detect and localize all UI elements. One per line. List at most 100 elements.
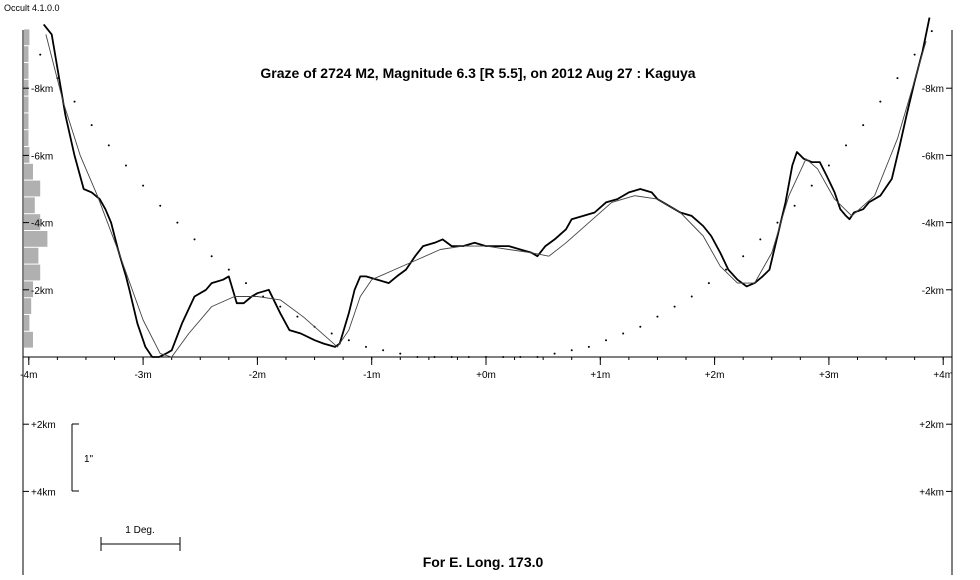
limit-dot [485, 356, 487, 358]
histogram-bar [24, 315, 30, 331]
y-tick-label-left: -2km [31, 286, 53, 297]
x-tick-label: +4m [933, 370, 953, 381]
footer-longitude: For E. Long. 173.0 [423, 554, 544, 570]
limb-profile-line [42, 17, 931, 358]
vertical-scale-label: 1" [84, 454, 94, 465]
limit-dot [159, 204, 162, 207]
x-tick-label: +0m [476, 370, 496, 381]
histogram-bar [24, 130, 29, 146]
limit-dot [913, 53, 916, 56]
x-tick-label: -1m [363, 370, 380, 381]
y-tick-label-right: -6km [922, 151, 944, 162]
limb-histogram [24, 29, 48, 348]
limit-dot [399, 352, 402, 355]
limit-dot [124, 164, 127, 167]
histogram-bar [24, 29, 30, 46]
chart-title: Graze of 2724 M2, Magnitude 6.3 [R 5.5],… [260, 65, 695, 81]
limit-dot [690, 295, 693, 298]
limit-dot [382, 349, 385, 352]
limit-dot [279, 305, 282, 308]
limit-dot [673, 305, 676, 308]
limit-dot [519, 356, 522, 358]
limit-dot [862, 124, 865, 127]
x-tick-label: +2m [705, 370, 725, 381]
limit-dot [759, 238, 762, 241]
histogram-bar [24, 197, 35, 214]
limit-dot [450, 356, 453, 358]
axis-ticks: -4m -3m -2m -1m +0m +1m +2m +3m +4m -8km -8km -6km -… [20, 84, 953, 498]
y-tick-label-right: -8km [922, 84, 944, 95]
y-tick-label-left: -6km [31, 151, 53, 162]
histogram-bar [24, 247, 39, 264]
profile-lines [42, 17, 931, 358]
smoothed-profile-line [45, 34, 927, 358]
limit-dot [725, 268, 728, 271]
limit-dot [776, 221, 779, 224]
limit-dot [810, 184, 813, 187]
x-tick-label: -3m [134, 370, 151, 381]
limit-dot [296, 315, 299, 318]
limit-dot [536, 356, 539, 358]
histogram-bar [24, 163, 33, 180]
limit-dot [793, 204, 796, 207]
limit-dot [587, 345, 590, 348]
y-tick-label-right: +4km [919, 487, 944, 498]
plot-frame [22, 30, 953, 575]
histogram-bar [24, 214, 41, 230]
dotted-limit-curve [39, 30, 933, 358]
limit-dot [827, 164, 830, 167]
limit-dot [107, 144, 110, 147]
limit-dot [90, 124, 93, 127]
x-tick-label: +3m [819, 370, 839, 381]
x-tick-label: -4m [20, 370, 37, 381]
limit-dot [622, 332, 625, 335]
limit-dot [896, 77, 899, 80]
horizontal-scale-label: 1 Deg. [125, 525, 154, 536]
y-tick-label-right: +2km [919, 420, 944, 431]
limit-dot [210, 255, 213, 258]
histogram-bar [24, 180, 41, 197]
y-tick-label-left: -4km [31, 219, 53, 230]
limit-dot [845, 144, 848, 147]
y-tick-label-right: -2km [922, 286, 944, 297]
limit-dot [347, 339, 350, 342]
limit-dot [330, 332, 333, 335]
limit-dot [656, 315, 659, 318]
histogram-bar [24, 231, 48, 247]
limit-dot [193, 238, 196, 241]
limit-dot [73, 100, 76, 103]
histogram-bar [24, 63, 29, 79]
limit-dot [570, 349, 573, 352]
histogram-bar [24, 298, 32, 314]
limit-dot [227, 268, 230, 271]
y-tick-label-left: -8km [31, 84, 53, 95]
histogram-bar [24, 96, 29, 113]
limit-dot [879, 100, 882, 103]
limit-dot [707, 282, 710, 285]
y-tick-label-left: +4km [31, 487, 56, 498]
limit-dot [502, 356, 505, 358]
x-tick-label: +1m [590, 370, 610, 381]
histogram-bar [24, 331, 33, 348]
limit-dot [433, 356, 436, 358]
histogram-bar [24, 113, 29, 130]
limit-dot [39, 53, 42, 56]
limit-dot [639, 325, 642, 328]
histogram-bar [24, 46, 29, 62]
limit-dot [553, 352, 556, 355]
limit-dot [142, 184, 145, 187]
limit-dot [416, 356, 419, 358]
limit-dot [364, 345, 367, 348]
limit-dot [930, 30, 933, 33]
limit-dot [742, 255, 745, 258]
y-tick-label-right: -4km [922, 219, 944, 230]
limit-dot [605, 339, 608, 342]
limit-dot [244, 282, 247, 285]
x-tick-label: -2m [249, 370, 266, 381]
app-version: Occult 4.1.0.0 [4, 3, 60, 13]
histogram-bar [24, 264, 41, 281]
y-tick-label-left: +2km [31, 420, 56, 431]
limit-dot [467, 356, 470, 358]
limit-dot [176, 221, 179, 224]
